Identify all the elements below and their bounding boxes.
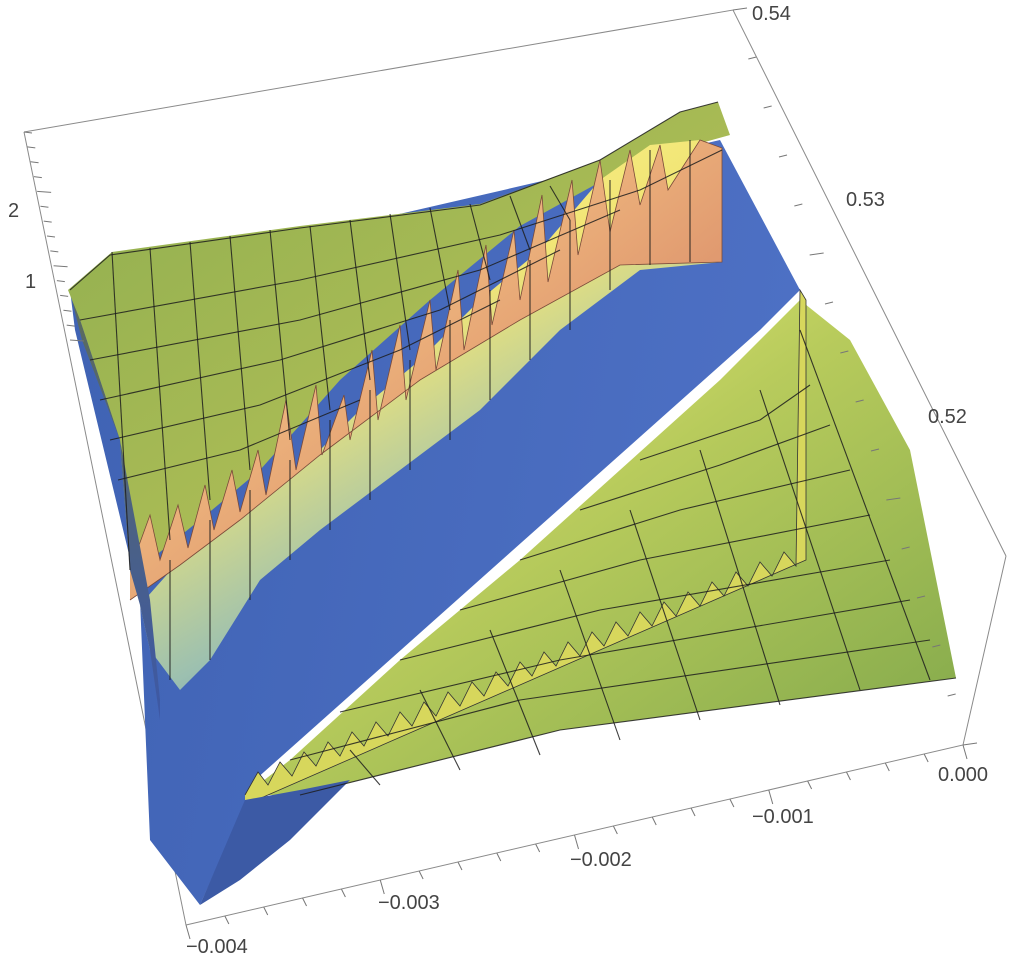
x-axis-tick	[457, 861, 463, 871]
z-axis-tick	[30, 161, 39, 164]
z-axis-tick-labels: 1 2	[8, 200, 36, 293]
x-axis-tick	[224, 915, 230, 925]
x-axis-tick	[185, 924, 191, 940]
axis-ticks	[23, 7, 978, 940]
y-axis-tick	[916, 595, 926, 599]
x-axis-tick	[690, 807, 696, 817]
x-axis-tick	[729, 798, 735, 808]
z-axis-tick	[63, 309, 72, 312]
y-axis-tick	[886, 497, 901, 501]
z-axis-tick	[37, 190, 52, 193]
y-tick-label: 0.54	[752, 3, 791, 25]
x-tick-label: −0.004	[186, 936, 248, 958]
x-axis-tick	[612, 825, 618, 835]
x-axis-tick	[962, 744, 968, 760]
x-axis-tick	[768, 789, 774, 805]
z-axis-tick	[66, 324, 75, 327]
y-axis-tick	[962, 742, 978, 746]
z-axis-tick	[46, 235, 56, 238]
z-axis-tick	[23, 131, 33, 134]
y-axis-tick	[901, 546, 910, 550]
y-axis-tick	[748, 56, 757, 60]
y-tick-label: 0.53	[846, 189, 885, 211]
x-axis-tick	[263, 906, 269, 916]
y-axis-tick	[778, 154, 788, 158]
x-axis-tick	[535, 843, 541, 853]
y-axis-tick-labels: 0.52 0.53 0.54	[752, 3, 967, 428]
surface-step-edge	[244, 288, 807, 806]
surface-mesh	[69, 101, 957, 796]
z-axis-tick	[50, 250, 59, 253]
x-tick-label: −0.002	[570, 849, 632, 871]
y-axis-tick	[840, 350, 849, 354]
x-axis-tick	[340, 888, 346, 898]
z-axis-tick	[40, 205, 49, 208]
x-axis-tick	[651, 816, 657, 826]
x-axis-tick	[379, 879, 385, 895]
z-axis-tick	[27, 146, 36, 149]
y-axis-tick	[809, 252, 824, 256]
x-axis-tick	[807, 780, 813, 790]
y-tick-label: 0.52	[928, 406, 967, 428]
x-tick-label: −0.001	[752, 806, 814, 828]
z-axis-tick	[33, 176, 42, 179]
z-tick-label: 2	[8, 200, 19, 222]
z-axis-tick	[56, 280, 65, 283]
surface	[68, 101, 957, 905]
y-axis-tick	[947, 693, 956, 697]
z-axis-tick	[43, 220, 52, 223]
x-axis-tick	[574, 834, 579, 850]
y-axis-tick	[932, 644, 941, 648]
z-axis-tick	[60, 294, 69, 297]
surface-ridge-crest	[129, 139, 723, 601]
y-axis-tick	[855, 399, 864, 403]
y-axis-tick	[824, 301, 834, 305]
z-axis-tick	[69, 339, 85, 342]
x-axis-tick-labels: −0.004 −0.003 −0.002 −0.001 0.000	[186, 764, 988, 958]
y-axis-tick	[763, 105, 772, 109]
surface-front-plateau	[245, 300, 956, 795]
x-axis-tick	[418, 870, 424, 880]
y-axis-tick	[732, 7, 748, 11]
x-tick-label: −0.003	[378, 892, 440, 914]
y-axis-tick	[870, 448, 880, 452]
x-axis-tick	[884, 762, 890, 772]
z-axis-tick	[53, 265, 68, 268]
x-axis-tick	[923, 753, 929, 763]
y-axis-tick	[794, 203, 803, 207]
z-tick-label: 1	[25, 271, 36, 293]
x-axis-tick	[302, 897, 307, 907]
x-tick-label: 0.000	[938, 764, 988, 786]
surface-back-plateau	[68, 102, 730, 570]
surface-front-trough	[200, 780, 350, 905]
x-axis-tick	[496, 852, 502, 862]
x-axis-tick	[846, 771, 851, 781]
